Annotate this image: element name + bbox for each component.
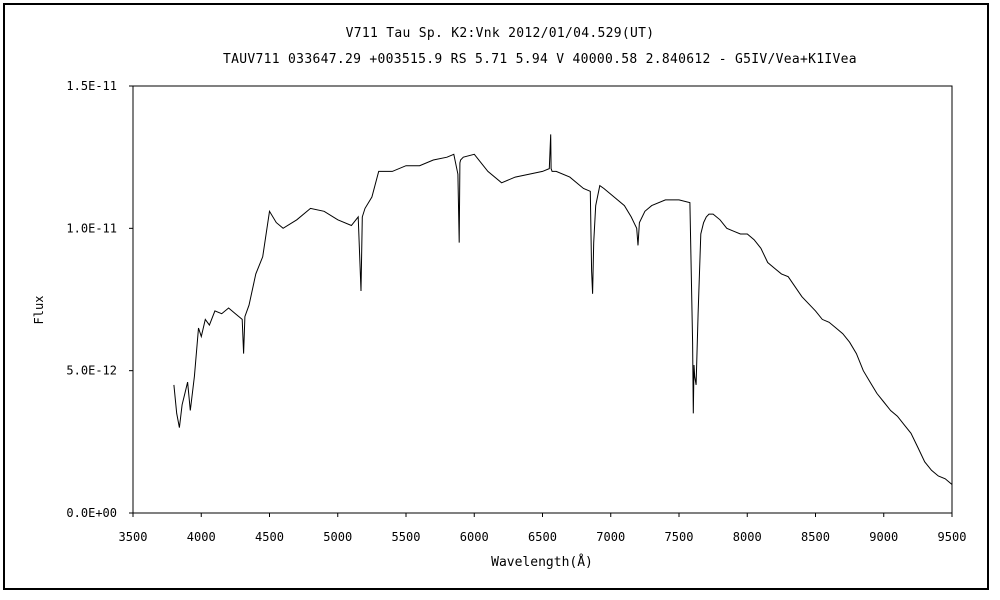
chart-frame [3, 3, 989, 590]
x-axis-label: Wavelength(Å) [491, 554, 593, 570]
x-tick-label: 9500 [938, 530, 967, 544]
y-tick-label: 5.0E-12 [66, 364, 117, 378]
x-tick-label: 4500 [255, 530, 284, 544]
x-tick-label: 5500 [392, 530, 421, 544]
chart-subtitle: TAUV711 033647.29 +003515.9 RS 5.71 5.94… [223, 52, 857, 67]
x-tick-label: 6500 [528, 530, 557, 544]
x-tick-label: 8000 [733, 530, 762, 544]
y-axis-label: Flux [32, 296, 46, 325]
y-tick-label: 0.0E+00 [66, 506, 117, 520]
y-tick-label: 1.0E-11 [66, 221, 117, 235]
x-tick-label: 7000 [596, 530, 625, 544]
x-axis-ticks: 3500 4000 4500 5000 5500 6000 6500 7000 7500 8000… [119, 513, 967, 544]
x-tick-label: 8500 [801, 530, 830, 544]
x-tick-label: 3500 [119, 530, 148, 544]
x-tick-label: 5000 [323, 530, 352, 544]
y-tick-label: 1.5E-11 [66, 79, 117, 93]
chart-title: V711 Tau Sp. K2:Vnk 2012/01/04.529(UT) [345, 26, 655, 41]
x-tick-label: 4000 [187, 530, 216, 544]
y-axis-ticks: 0.0E+00 5.0E-12 1.0E-11 1.5E-11 [66, 79, 133, 520]
x-tick-label: 9000 [869, 530, 898, 544]
x-tick-label: 7500 [665, 530, 694, 544]
spectrum-line [173, 134, 953, 485]
x-tick-label: 6000 [460, 530, 489, 544]
plot-area [132, 85, 953, 514]
